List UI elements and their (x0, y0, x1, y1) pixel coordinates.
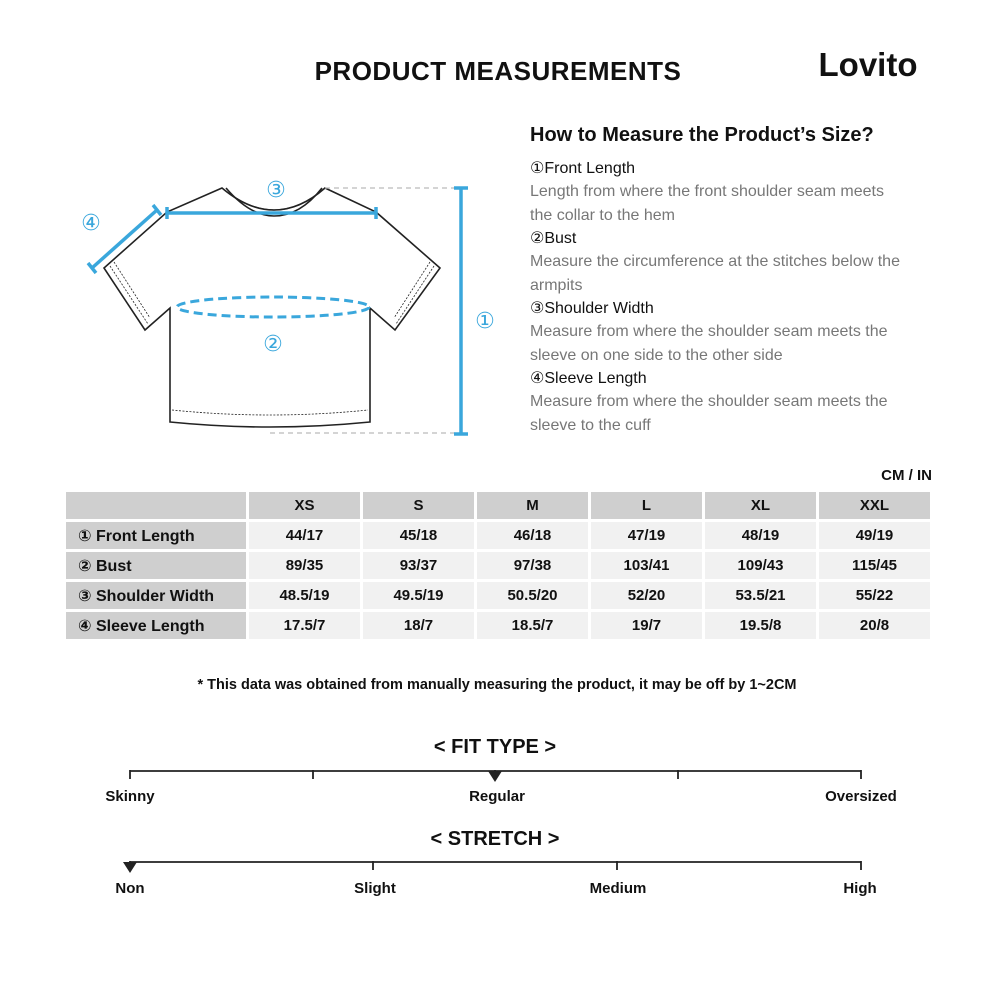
stretch-label: Medium (589, 880, 647, 897)
column-header: XS (249, 492, 360, 519)
table-body: XS S M L XL XXL ① Front Length 44/17 45/18 46/18 4… (66, 492, 930, 639)
stretch-label: Non (115, 880, 145, 897)
brand-logo: Lovito (818, 46, 918, 83)
table-cell: 49.5/19 (363, 582, 474, 609)
row-header: ① Front Length (66, 522, 246, 549)
table-row: ④ Sleeve Length 17.5/7 18/7 18.5/7 19/7 19.5/… (66, 612, 930, 639)
table-cell: 17.5/7 (249, 612, 360, 639)
guide-items: ①Front Length Length from where the front… (530, 157, 910, 437)
shirt-outline (102, 187, 442, 428)
fit-label: Skinny (105, 788, 155, 805)
item-name: ③Shoulder Width (530, 300, 654, 317)
fit-title: < FIT TYPE > (433, 736, 557, 758)
table-cell: 18/7 (363, 612, 474, 639)
table-cell: 89/35 (249, 552, 360, 579)
table-cell: 48.5/19 (249, 582, 360, 609)
guide-title: How to Measure the Product’s Size? (530, 124, 874, 146)
table-row: ② Bust 89/35 93/37 97/38 103/41 109/43 115/45 (66, 552, 930, 579)
item-text: Measure from where the shoulder seam mee… (530, 393, 888, 434)
row-header: ④ Sleeve Length (66, 612, 246, 639)
item-name: ①Front Length (530, 160, 636, 177)
table-cell: 18.5/7 (477, 612, 588, 639)
table-cell: 20/8 (819, 612, 930, 639)
table-cell: 49/19 (819, 522, 930, 549)
column-header: L (591, 492, 702, 519)
diagram-label: ② (263, 331, 283, 356)
stretch-label: Slight (354, 880, 396, 897)
scales (123, 770, 862, 873)
stretch-title: < STRETCH > (430, 828, 560, 850)
row-header: ③ Shoulder Width (66, 582, 246, 609)
column-header: M (477, 492, 588, 519)
item-name: ④Sleeve Length (530, 370, 647, 387)
column-header: S (363, 492, 474, 519)
table-cell: 103/41 (591, 552, 702, 579)
shirt-diagram: ① ② ③ ④ (81, 177, 495, 436)
table-cell: 93/37 (363, 552, 474, 579)
unit-label: CM / IN (881, 467, 932, 484)
table-cell: 50.5/20 (477, 582, 588, 609)
table-row: ① Front Length 44/17 45/18 46/18 47/19 48/19 4… (66, 522, 930, 549)
guide-lines (270, 187, 461, 434)
fit-label: Oversized (825, 788, 897, 805)
table-cell: 46/18 (477, 522, 588, 549)
measure-lines (86, 186, 468, 436)
table-cell: 48/19 (705, 522, 816, 549)
fit-marker (488, 771, 502, 782)
fit-label: Regular (469, 788, 525, 805)
table-cell: 45/18 (363, 522, 474, 549)
table-cell: 97/38 (477, 552, 588, 579)
table-cell: 53.5/21 (705, 582, 816, 609)
item-text: Measure the circumference at the stitche… (530, 253, 900, 294)
diagram-label: ① (475, 308, 495, 333)
table-cell: 19.5/8 (705, 612, 816, 639)
corner-cell (66, 492, 246, 519)
diagram-label: ③ (266, 177, 286, 202)
row-header: ② Bust (66, 552, 246, 579)
page-title: PRODUCT MEASUREMENTS (314, 56, 682, 86)
table-cell: 55/22 (819, 582, 930, 609)
column-header: XL (705, 492, 816, 519)
measure-guide: How to Measure the Product’s Size? ①Fron… (530, 124, 910, 437)
header-row: XS S M L XL XXL (66, 492, 930, 519)
size-table: XS S M L XL XXL ① Front Length 44/17 45/18 46/18 4… (63, 489, 933, 642)
table-cell: 19/7 (591, 612, 702, 639)
item-name: ②Bust (530, 230, 577, 247)
item-text: Length from where the front shoulder sea… (530, 183, 884, 224)
stretch-label: High (843, 880, 877, 897)
table-cell: 109/43 (705, 552, 816, 579)
column-header: XXL (819, 492, 930, 519)
table-cell: 44/17 (249, 522, 360, 549)
table-row: ③ Shoulder Width 48.5/19 49.5/19 50.5/20 52/… (66, 582, 930, 609)
table-cell: 115/45 (819, 552, 930, 579)
item-text: Measure from where the shoulder seam mee… (530, 323, 888, 364)
note: * This data was obtained from manually m… (197, 677, 797, 693)
table-cell: 52/20 (591, 582, 702, 609)
diagram-label: ④ (81, 210, 101, 235)
stretch-marker (123, 862, 137, 873)
table-cell: 47/19 (591, 522, 702, 549)
stretch-scale (129, 861, 862, 870)
